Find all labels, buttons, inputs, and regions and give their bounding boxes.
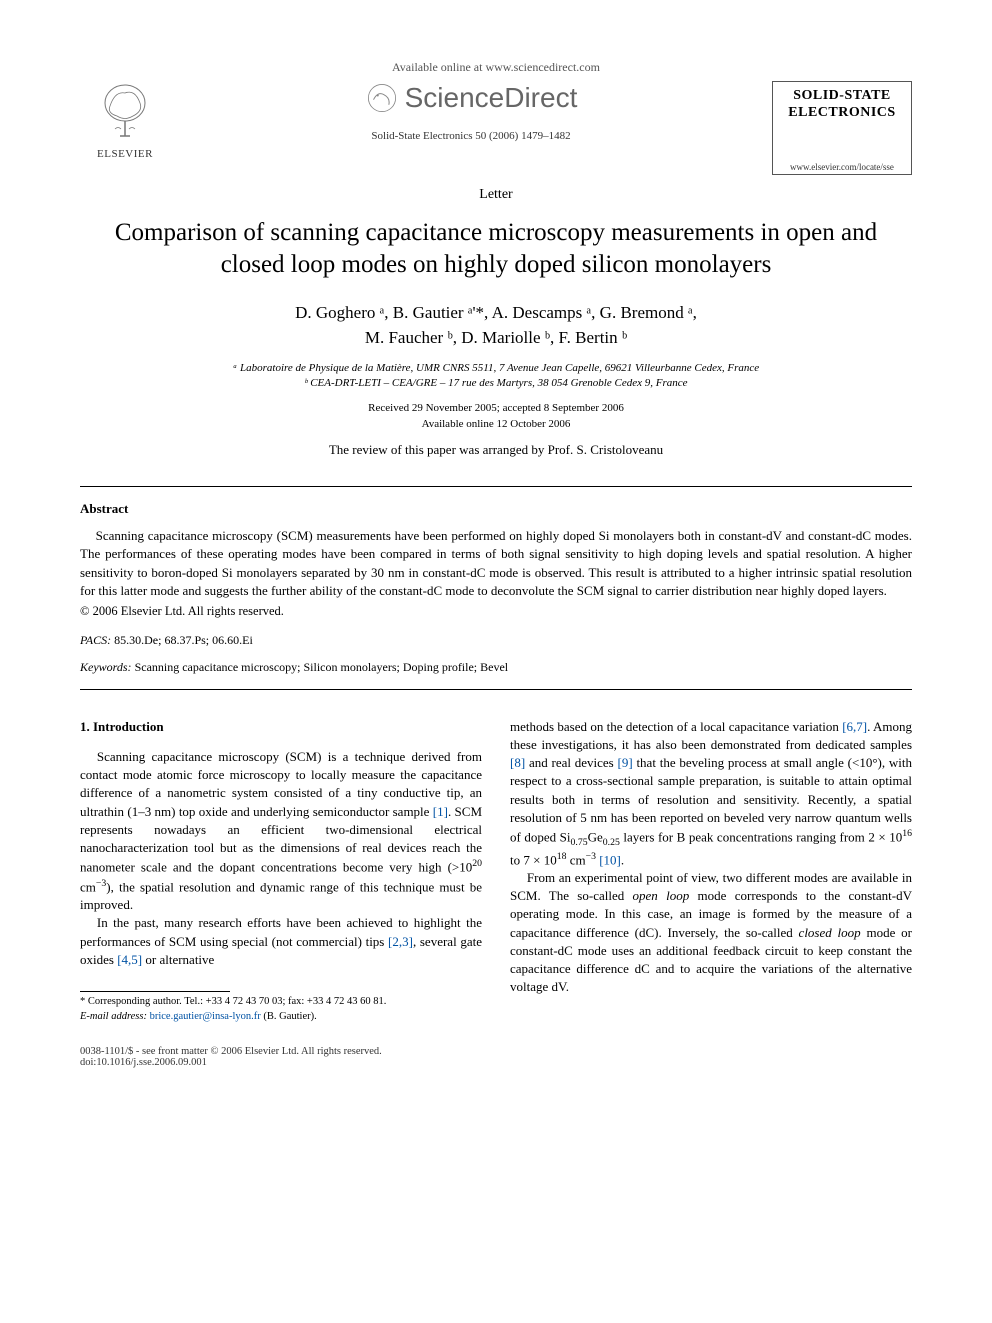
citation-link[interactable]: [1]: [433, 804, 448, 819]
sciencedirect-icon: [365, 81, 399, 115]
citation-link[interactable]: [8]: [510, 755, 525, 770]
authors-line-1: D. Goghero ᵃ, B. Gautier ᵃ'*, A. Descamp…: [295, 303, 697, 322]
abstract-heading: Abstract: [80, 501, 912, 517]
body-paragraph: methods based on the detection of a loca…: [510, 718, 912, 869]
corr-text: * Corresponding author. Tel.: +33 4 72 4…: [80, 996, 386, 1007]
body-paragraph: From an experimental point of view, two …: [510, 869, 912, 996]
section-heading-intro: 1. Introduction: [80, 718, 482, 736]
received-date: Received 29 November 2005; accepted 8 Se…: [368, 402, 624, 414]
journal-box-link: www.elsevier.com/locate/sse: [777, 162, 907, 172]
journal-citation: Solid-State Electronics 50 (2006) 1479–1…: [170, 130, 772, 142]
authors: D. Goghero ᵃ, B. Gautier ᵃ'*, A. Descamp…: [80, 300, 912, 351]
citation-link[interactable]: [6,7]: [842, 719, 867, 734]
footer-left: 0038-1101/$ - see front matter © 2006 El…: [80, 1046, 382, 1068]
article-type: Letter: [80, 187, 912, 203]
citation-link[interactable]: [9]: [618, 755, 633, 770]
body-paragraph: Scanning capacitance microscopy (SCM) is…: [80, 748, 482, 914]
elsevier-label: ELSEVIER: [80, 148, 170, 160]
keywords-line: Keywords: Scanning capacitance microscop…: [80, 660, 912, 675]
pacs-values: 85.30.De; 68.37.Ps; 06.60.Ei: [111, 633, 253, 647]
pacs-label: PACS:: [80, 633, 111, 647]
front-matter-line: 0038-1101/$ - see front matter © 2006 El…: [80, 1046, 382, 1057]
citation-link[interactable]: [2,3]: [388, 934, 413, 949]
article-title: Comparison of scanning capacitance micro…: [80, 217, 912, 282]
email-link[interactable]: brice.gautier@insa-lyon.fr: [150, 1011, 261, 1022]
affiliation-b: ᵇ CEA-DRT-LETI – CEA/GRE – 17 rue des Ma…: [304, 377, 687, 389]
journal-box-title: SOLID-STATE ELECTRONICS: [777, 88, 907, 122]
body-columns: 1. Introduction Scanning capacitance mic…: [80, 718, 912, 1024]
available-online-text: Available online at www.sciencedirect.co…: [80, 60, 912, 75]
affiliations: ᵃ Laboratoire de Physique de la Matière,…: [80, 361, 912, 392]
paper-page: Available online at www.sciencedirect.co…: [0, 0, 992, 1108]
keywords-values: Scanning capacitance microscopy; Silicon…: [132, 660, 509, 674]
citation-link[interactable]: [10]: [599, 852, 621, 867]
page-footer: 0038-1101/$ - see front matter © 2006 El…: [80, 1046, 912, 1068]
separator-line-2: [80, 689, 912, 690]
footnote-rule: [80, 991, 230, 992]
header-row: ELSEVIER ScienceDirect Solid-State Elect…: [80, 81, 912, 175]
elsevier-logo-block: ELSEVIER: [80, 81, 170, 160]
right-column: methods based on the detection of a loca…: [510, 718, 912, 1024]
journal-box: SOLID-STATE ELECTRONICS www.elsevier.com…: [772, 81, 912, 175]
elsevier-tree-icon: [95, 81, 155, 141]
authors-line-2: M. Faucher ᵇ, D. Mariolle ᵇ, F. Bertin ᵇ: [365, 328, 627, 347]
separator-line: [80, 486, 912, 487]
affiliation-a: ᵃ Laboratoire de Physique de la Matière,…: [233, 362, 759, 374]
review-note: The review of this paper was arranged by…: [80, 442, 912, 458]
sciencedirect-text: ScienceDirect: [405, 82, 578, 114]
sciencedirect-block: ScienceDirect Solid-State Electronics 50…: [170, 81, 772, 142]
copyright-line: © 2006 Elsevier Ltd. All rights reserved…: [80, 604, 912, 619]
keywords-label: Keywords:: [80, 660, 132, 674]
email-label: E-mail address:: [80, 1011, 147, 1022]
left-column: 1. Introduction Scanning capacitance mic…: [80, 718, 482, 1024]
citation-link[interactable]: [4,5]: [117, 952, 142, 967]
email-suffix: (B. Gautier).: [261, 1011, 317, 1022]
publication-dates: Received 29 November 2005; accepted 8 Se…: [80, 401, 912, 432]
abstract-text: Scanning capacitance microscopy (SCM) me…: [80, 527, 912, 600]
sciencedirect-logo: ScienceDirect: [365, 81, 578, 115]
doi-line: doi:10.1016/j.sse.2006.09.001: [80, 1057, 207, 1068]
body-paragraph: In the past, many research efforts have …: [80, 914, 482, 969]
pacs-line: PACS: 85.30.De; 68.37.Ps; 06.60.Ei: [80, 633, 912, 648]
corresponding-author-note: * Corresponding author. Tel.: +33 4 72 4…: [80, 995, 482, 1024]
online-date: Available online 12 October 2006: [422, 418, 571, 430]
